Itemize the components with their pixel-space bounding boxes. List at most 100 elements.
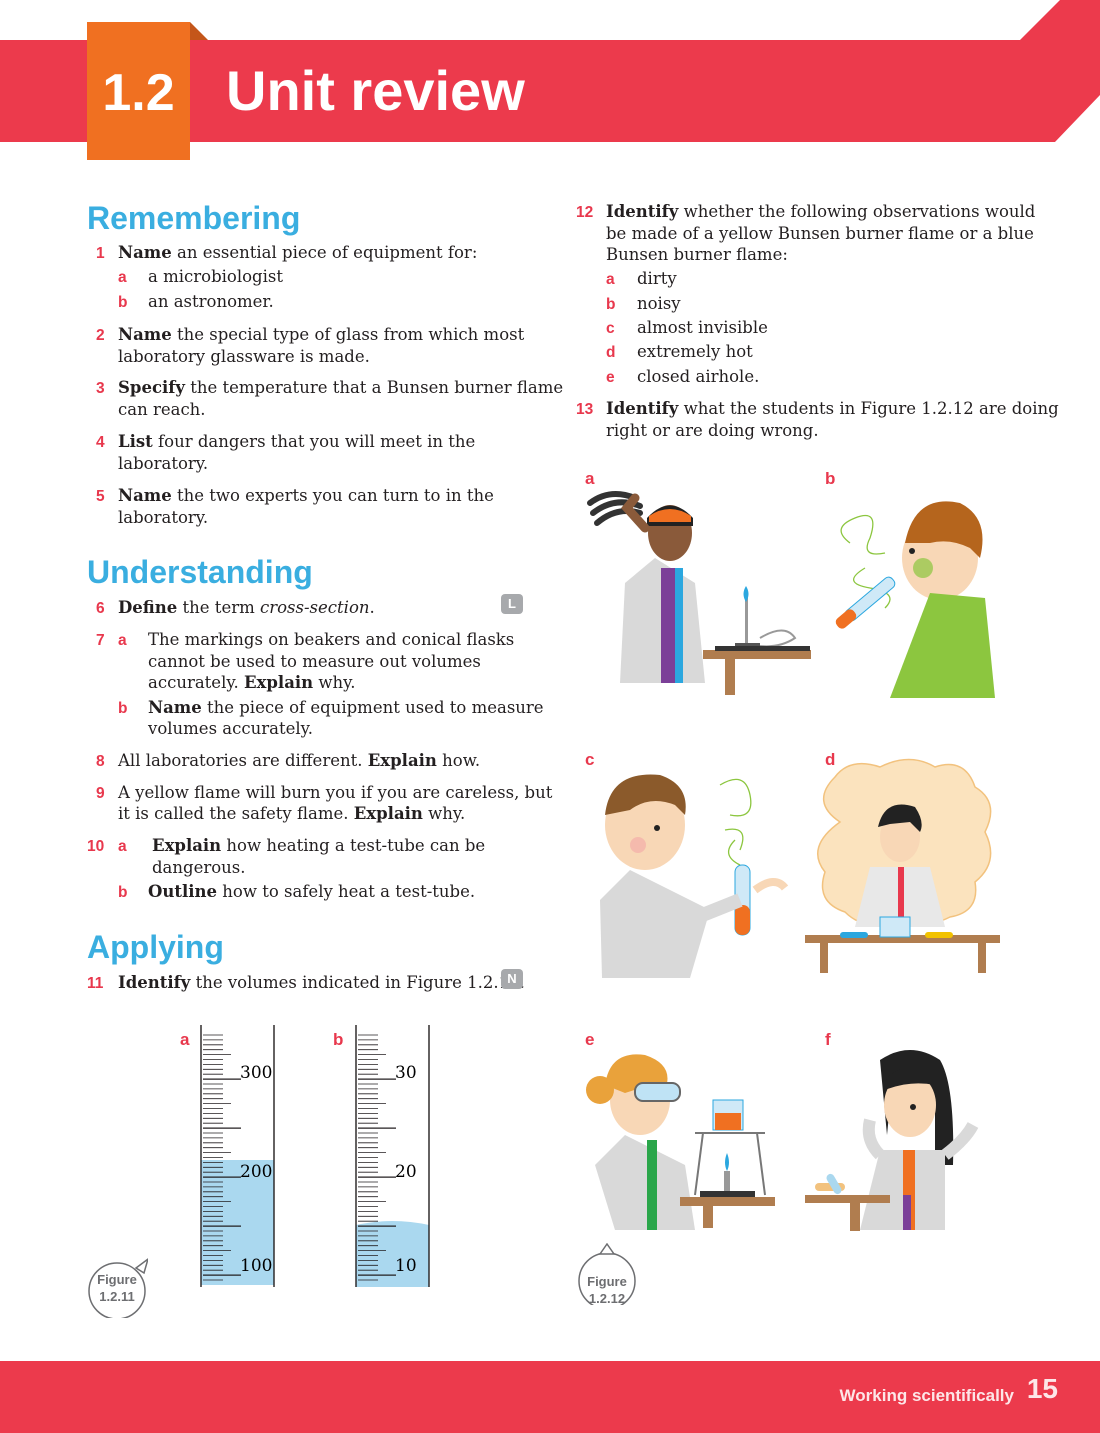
question-text: can reach. bbox=[118, 400, 206, 419]
numeracy-badge: N bbox=[501, 969, 523, 989]
question-text: an essential piece of equipment for: bbox=[171, 243, 478, 262]
figure-panel-label: f bbox=[825, 1030, 831, 1049]
question-number: 7 bbox=[96, 632, 105, 649]
question-text: why. bbox=[422, 804, 466, 823]
question-text: laboratory glassware is made. bbox=[118, 347, 370, 366]
section-heading-applying: Applying bbox=[87, 929, 224, 965]
question-text: laboratory. bbox=[118, 454, 209, 473]
section-heading-understanding: Understanding bbox=[87, 554, 313, 590]
command-verb: Identify bbox=[118, 973, 191, 992]
question-text: how. bbox=[436, 751, 481, 770]
question-text: the special type of glass from which mos… bbox=[171, 325, 525, 344]
figure-badge-number: 1.2.12 bbox=[588, 1291, 626, 1306]
question-number: 12 bbox=[576, 204, 594, 221]
command-verb: Outline bbox=[148, 882, 218, 901]
figure-badge-1211 bbox=[88, 1258, 148, 1318]
command-verb: Name bbox=[118, 325, 172, 344]
question-text: the two experts you can turn to in the bbox=[171, 486, 494, 505]
item-label: a bbox=[606, 271, 615, 288]
figure-panel-label: d bbox=[825, 750, 836, 769]
unit-number: 1.2 bbox=[87, 22, 190, 160]
item-text: volumes accurately. bbox=[148, 719, 313, 738]
question-text: the volumes indicated in Figure 1.2.11. bbox=[190, 973, 525, 992]
literacy-badge: L bbox=[501, 594, 523, 614]
item-label: c bbox=[606, 320, 615, 337]
question-text: be made of a yellow Bunsen burner flame … bbox=[606, 224, 1034, 243]
question-text: Bunsen burner flame: bbox=[606, 245, 788, 264]
question-number: 9 bbox=[96, 785, 105, 802]
footer-bar bbox=[0, 1361, 1100, 1433]
question-number: 8 bbox=[96, 753, 105, 770]
item-text: extremely hot bbox=[637, 342, 753, 361]
item-label: e bbox=[606, 369, 615, 386]
tick-label: 30 bbox=[395, 1063, 417, 1083]
figure-panel-label: c bbox=[585, 750, 595, 769]
item-label: b bbox=[606, 296, 616, 313]
unit-box-fold bbox=[190, 22, 208, 40]
question-text: laboratory. bbox=[118, 508, 209, 527]
question-number: 1 bbox=[96, 245, 105, 262]
item-label: b bbox=[118, 294, 128, 311]
measuring-cylinder-b: 30 20 10 bbox=[355, 1025, 430, 1287]
command-verb: Explain bbox=[152, 836, 222, 855]
command-verb: Specify bbox=[118, 378, 185, 397]
item-label: b bbox=[118, 884, 128, 901]
command-verb: Identify bbox=[606, 202, 679, 221]
illustration-student-sniffing bbox=[835, 501, 995, 698]
figure-panel-label: b bbox=[825, 469, 836, 488]
item-text: accurately. bbox=[148, 673, 244, 692]
item-label: a bbox=[118, 632, 127, 649]
question-text: the term bbox=[177, 598, 260, 617]
item-label: a bbox=[118, 838, 127, 855]
figure-badge-number: 1.2.11 bbox=[99, 1289, 135, 1304]
illustration-student-goggles bbox=[586, 1054, 775, 1230]
figure-badge-1212 bbox=[578, 1243, 636, 1305]
section-heading-remembering: Remembering bbox=[87, 200, 301, 236]
question-text: what the students in Figure 1.2.12 are d… bbox=[678, 399, 1059, 418]
punctuation: . bbox=[369, 598, 375, 617]
item-text: closed airhole. bbox=[637, 367, 760, 386]
illustration-student-worried bbox=[805, 1050, 979, 1231]
item-text: almost invisible bbox=[637, 318, 768, 337]
command-verb: Identify bbox=[606, 399, 679, 418]
question-text: right or are doing wrong. bbox=[606, 421, 819, 440]
figure-panel-label: e bbox=[585, 1030, 595, 1049]
item-label: b bbox=[118, 700, 128, 717]
tick-label: 200 bbox=[240, 1162, 272, 1182]
illustration-explosion bbox=[805, 758, 1000, 973]
figure-badge-label: Figure bbox=[587, 1274, 627, 1289]
page-title: Unit review bbox=[226, 59, 525, 122]
command-verb: Explain bbox=[353, 804, 423, 823]
item-text: the piece of equipment used to measure bbox=[201, 698, 544, 717]
tick-label: 100 bbox=[240, 1256, 272, 1276]
footer-section-title: Working scientifically bbox=[839, 1386, 1014, 1405]
scale-ticks-a bbox=[203, 1034, 241, 1281]
command-verb: Name bbox=[118, 486, 172, 505]
command-verb: Name bbox=[118, 243, 172, 262]
question-number: 2 bbox=[96, 327, 105, 344]
measuring-cylinder-a: 300 200 100 bbox=[200, 1025, 275, 1287]
command-verb: Explain bbox=[243, 673, 314, 692]
figure-badge-label: Figure bbox=[97, 1272, 137, 1287]
figure-panel-label: a bbox=[585, 469, 595, 488]
question-text: the temperature that a Bunsen burner fla… bbox=[184, 378, 564, 397]
question-number: 5 bbox=[96, 488, 105, 505]
question-number: 13 bbox=[576, 401, 594, 418]
item-label: d bbox=[606, 344, 616, 361]
command-verb: List bbox=[118, 432, 153, 451]
tick-label: 300 bbox=[240, 1063, 272, 1083]
item-text: dangerous. bbox=[152, 858, 246, 877]
item-text: cannot be used to measure out volumes bbox=[148, 652, 481, 671]
scale-ticks-b bbox=[358, 1034, 396, 1281]
tick-label: 10 bbox=[395, 1256, 417, 1276]
command-verb: Define bbox=[118, 598, 178, 617]
item-text: how to safely heat a test-tube. bbox=[217, 882, 476, 901]
banner-corner bbox=[1020, 0, 1100, 40]
item-text: why. bbox=[313, 673, 356, 692]
item-text: how heating a test-tube can be bbox=[221, 836, 486, 855]
liquid-a bbox=[201, 1160, 274, 1285]
command-verb: Explain bbox=[367, 751, 437, 770]
term: cross-section bbox=[259, 598, 370, 617]
item-text: noisy bbox=[637, 294, 681, 313]
question-text: four dangers that you will meet in the bbox=[152, 432, 476, 451]
